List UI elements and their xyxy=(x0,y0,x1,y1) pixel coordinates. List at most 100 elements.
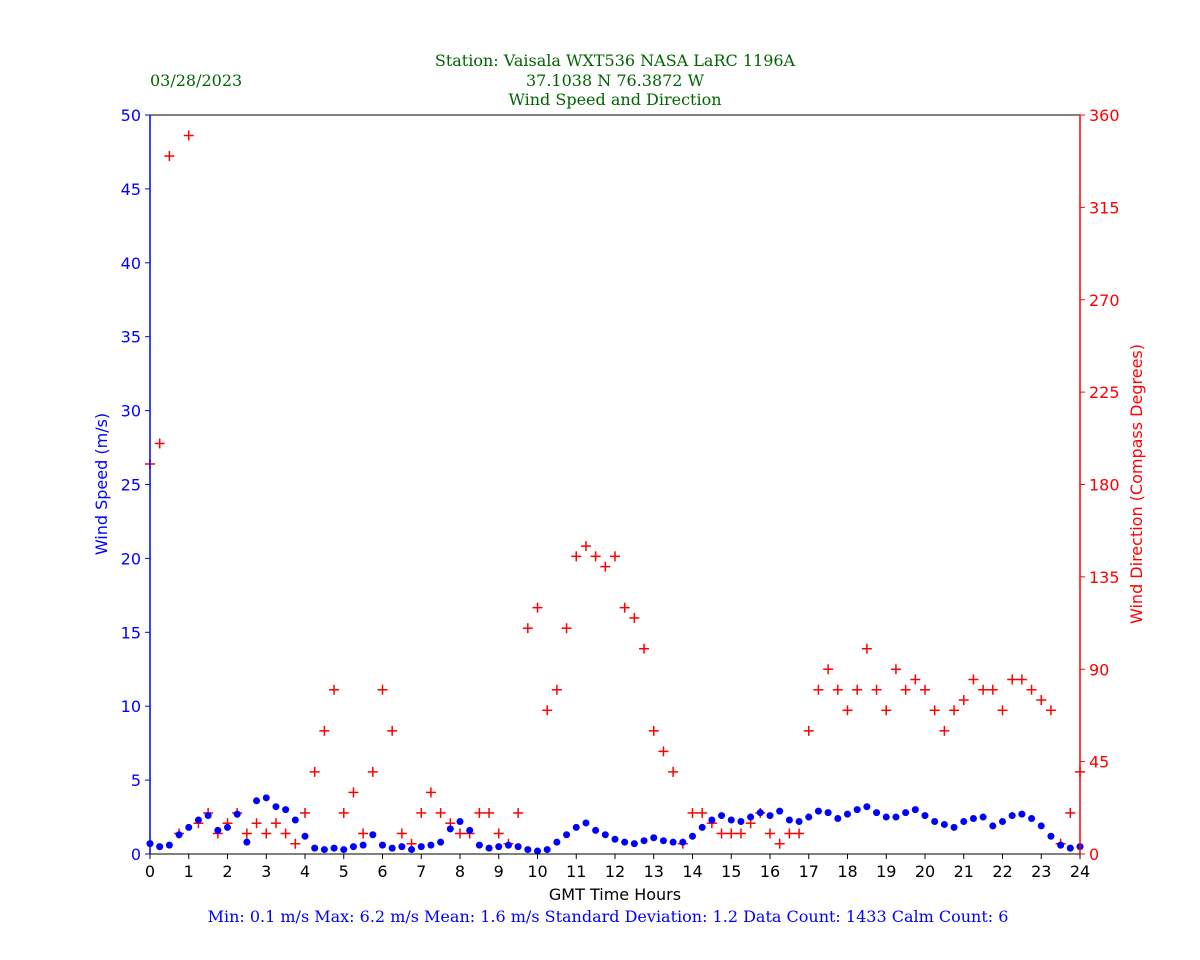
direction-point xyxy=(823,664,834,675)
speed-point xyxy=(349,843,357,851)
y2-tick-label: 0 xyxy=(1089,845,1099,864)
y-tick-label: 30 xyxy=(121,402,141,421)
y-tick-label: 25 xyxy=(121,476,141,495)
speed-point xyxy=(214,826,222,834)
y-tick-label: 20 xyxy=(121,549,141,568)
direction-point xyxy=(387,725,398,736)
speed-point xyxy=(534,847,541,855)
speed-point xyxy=(873,809,881,817)
speed-point xyxy=(950,823,958,831)
direction-point xyxy=(910,674,921,685)
speed-point xyxy=(156,843,164,851)
x-tick-label: 15 xyxy=(721,862,741,881)
direction-point xyxy=(280,828,291,839)
direction-point xyxy=(939,725,950,736)
speed-point xyxy=(882,813,890,821)
x-tick-label: 24 xyxy=(1070,862,1090,881)
speed-point xyxy=(727,816,735,824)
direction-point xyxy=(890,664,901,675)
direction-point xyxy=(1016,674,1027,685)
direction-point xyxy=(668,766,679,777)
direction-point xyxy=(794,828,805,839)
x-tick-label: 5 xyxy=(339,862,349,881)
x-tick-label: 18 xyxy=(837,862,857,881)
speed-point xyxy=(253,797,261,805)
speed-point xyxy=(553,838,561,846)
coords-line: 37.1038 N 76.3872 W xyxy=(526,71,705,90)
x-tick-label: 9 xyxy=(494,862,504,881)
x-tick-label: 12 xyxy=(605,862,625,881)
speed-point xyxy=(427,841,435,849)
direction-point xyxy=(735,828,746,839)
speed-point xyxy=(999,817,1006,825)
speed-point xyxy=(408,846,416,854)
speed-point xyxy=(282,806,290,814)
speed-point xyxy=(718,812,726,820)
speed-point xyxy=(243,838,251,846)
plot-marks xyxy=(145,130,1085,855)
direction-point xyxy=(164,151,175,162)
y-tick-label: 10 xyxy=(121,697,141,716)
stats-line: Min: 0.1 m/s Max: 6.2 m/s Mean: 1.6 m/s … xyxy=(208,907,1009,926)
direction-point xyxy=(832,684,843,695)
speed-point xyxy=(776,807,784,815)
direction-point xyxy=(270,818,281,829)
speed-point xyxy=(969,815,977,823)
x-tick-label: 8 xyxy=(455,862,465,881)
speed-point xyxy=(785,816,793,824)
speed-point xyxy=(1047,832,1055,840)
speed-point xyxy=(1057,841,1065,849)
speed-point xyxy=(340,846,348,854)
y-tick-label: 40 xyxy=(121,254,141,273)
speed-point xyxy=(621,838,629,846)
speed-point xyxy=(543,846,551,854)
speed-point xyxy=(669,838,677,846)
direction-point xyxy=(425,787,436,798)
speed-point xyxy=(175,831,183,839)
x-tick-label: 1 xyxy=(184,862,194,881)
speed-point xyxy=(417,843,425,851)
x-tick-label: 17 xyxy=(799,862,819,881)
direction-point xyxy=(484,807,495,818)
direction-point xyxy=(958,695,969,706)
plot-area-frame xyxy=(149,114,1081,855)
speed-point xyxy=(320,846,328,854)
direction-point xyxy=(1036,695,1047,706)
speed-point xyxy=(795,817,803,825)
direction-point xyxy=(532,602,543,613)
x-tick-label: 14 xyxy=(682,862,702,881)
station-line: Station: Vaisala WXT536 NASA LaRC 1196A xyxy=(435,51,796,70)
x-tick-label: 19 xyxy=(876,862,896,881)
direction-point xyxy=(968,674,979,685)
speed-point xyxy=(679,838,687,846)
speed-point xyxy=(814,807,822,815)
y-axis-label: Wind Speed (m/s) xyxy=(92,413,111,555)
y2-axis-label: Wind Direction (Compass Degrees) xyxy=(1127,344,1146,624)
x-tick-label: 23 xyxy=(1031,862,1051,881)
direction-point xyxy=(358,828,369,839)
speed-point xyxy=(514,843,522,851)
speed-point xyxy=(330,844,338,852)
direction-point xyxy=(561,623,572,634)
speed-point xyxy=(359,841,367,849)
y2-tick-label: 225 xyxy=(1089,383,1120,402)
direction-point xyxy=(396,828,407,839)
speed-point xyxy=(1018,810,1026,818)
speed-point xyxy=(592,826,600,834)
direction-point xyxy=(416,807,427,818)
speed-point xyxy=(446,825,454,833)
speed-point xyxy=(194,816,202,824)
direction-point xyxy=(648,725,659,736)
y-tick-label: 45 xyxy=(121,180,141,199)
speed-point xyxy=(311,844,319,852)
direction-point xyxy=(784,828,795,839)
direction-point xyxy=(183,130,194,141)
speed-point xyxy=(475,841,483,849)
direction-point xyxy=(522,623,533,634)
direction-point xyxy=(590,551,601,562)
direction-point xyxy=(542,705,553,716)
y-tick-label: 50 xyxy=(121,106,141,125)
x-tick-label: 10 xyxy=(527,862,547,881)
speed-point xyxy=(224,823,231,831)
direction-point xyxy=(241,828,252,839)
